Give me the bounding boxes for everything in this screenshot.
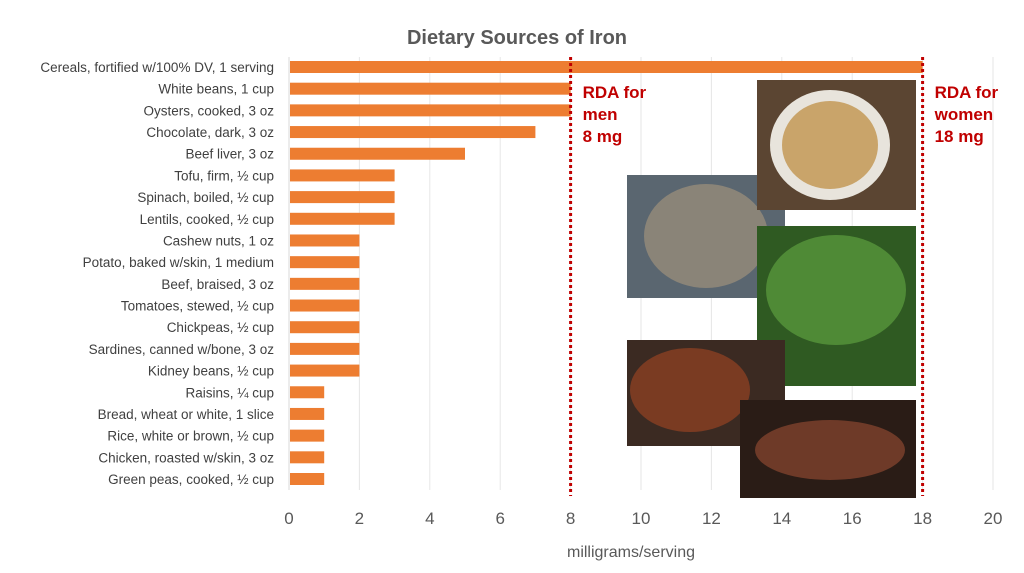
bar bbox=[290, 473, 325, 485]
bar bbox=[290, 147, 465, 160]
bar bbox=[290, 126, 536, 139]
bar bbox=[290, 256, 360, 269]
x-tick-label: 20 bbox=[984, 509, 1003, 528]
category-label: Rice, white or brown, ½ cup bbox=[107, 429, 274, 444]
bar bbox=[290, 104, 571, 117]
category-label: Chickpeas, ½ cup bbox=[167, 320, 274, 335]
bar bbox=[290, 364, 360, 377]
food-photos bbox=[627, 80, 916, 498]
category-label: Cashew nuts, 1 oz bbox=[163, 233, 274, 248]
bar bbox=[290, 429, 325, 442]
category-label: Green peas, cooked, ½ cup bbox=[108, 472, 274, 487]
x-tick-label: 8 bbox=[566, 509, 575, 528]
rda-label: 18 mg bbox=[935, 127, 984, 146]
chili-pot bbox=[630, 348, 750, 432]
bar bbox=[290, 407, 325, 420]
x-tick-label: 12 bbox=[702, 509, 721, 528]
bar bbox=[290, 61, 923, 73]
clams-pan bbox=[644, 184, 768, 288]
category-label: Bread, wheat or white, 1 slice bbox=[98, 407, 274, 422]
x-tick-label: 18 bbox=[913, 509, 932, 528]
bar bbox=[290, 212, 395, 225]
category-label: Sardines, canned w/bone, 3 oz bbox=[89, 342, 275, 357]
category-label: Raisins, ¼ cup bbox=[185, 385, 274, 400]
x-tick-label: 4 bbox=[425, 509, 434, 528]
category-label: White beans, 1 cup bbox=[158, 82, 274, 97]
bar bbox=[290, 451, 325, 464]
bar bbox=[290, 234, 360, 247]
category-label: Chocolate, dark, 3 oz bbox=[146, 125, 274, 140]
category-label: Tofu, firm, ½ cup bbox=[174, 168, 274, 183]
x-tick-label: 0 bbox=[284, 509, 293, 528]
bar bbox=[290, 82, 571, 95]
category-label: Spinach, boiled, ½ cup bbox=[137, 190, 274, 205]
steak-slices bbox=[755, 420, 905, 480]
cereal-rings bbox=[782, 101, 878, 189]
category-label: Chicken, roasted w/skin, 3 oz bbox=[98, 450, 274, 465]
rda-label: 8 mg bbox=[583, 127, 623, 146]
category-label: Beef liver, 3 oz bbox=[185, 147, 274, 162]
rda-label: women bbox=[934, 105, 994, 124]
x-tick-label: 10 bbox=[632, 509, 651, 528]
bar bbox=[290, 169, 395, 182]
category-label: Lentils, cooked, ½ cup bbox=[140, 212, 274, 227]
x-tick-label: 2 bbox=[355, 509, 364, 528]
x-tick-label: 6 bbox=[495, 509, 504, 528]
bar bbox=[290, 191, 395, 204]
x-tick-label: 16 bbox=[843, 509, 862, 528]
chart-title: Dietary Sources of Iron bbox=[407, 27, 627, 49]
bar bbox=[290, 321, 360, 334]
bar bbox=[290, 386, 325, 399]
x-axis-label: milligrams/serving bbox=[567, 544, 695, 561]
rda-label: RDA for bbox=[935, 83, 999, 102]
category-label: Kidney beans, ½ cup bbox=[148, 364, 274, 379]
rda-label: men bbox=[583, 105, 618, 124]
spinach-leaves bbox=[766, 235, 906, 345]
bar bbox=[290, 299, 360, 312]
category-label: Potato, baked w/skin, 1 medium bbox=[83, 255, 274, 270]
bar bbox=[290, 342, 360, 355]
category-label: Cereals, fortified w/100% DV, 1 serving bbox=[40, 60, 274, 75]
bar bbox=[290, 277, 360, 290]
category-label: Beef, braised, 3 oz bbox=[161, 277, 274, 292]
rda-label: RDA for bbox=[583, 83, 647, 102]
category-label: Tomatoes, stewed, ½ cup bbox=[121, 299, 274, 314]
category-label: Oysters, cooked, 3 oz bbox=[143, 103, 274, 118]
x-tick-label: 14 bbox=[772, 509, 791, 528]
